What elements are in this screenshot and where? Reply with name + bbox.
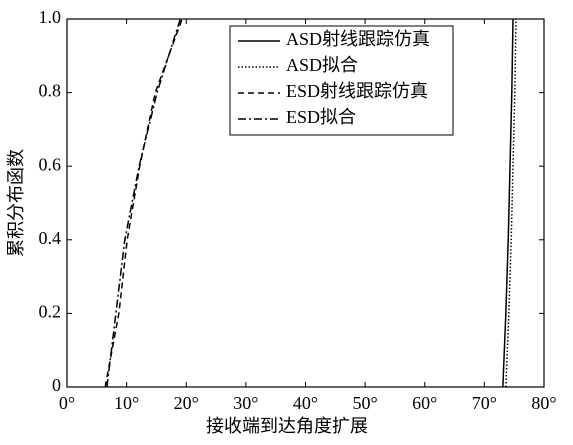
x-tick-label: 30° [233,393,258,413]
y-tick-label: 0.6 [39,154,62,174]
y-tick-label: 0.2 [39,302,62,322]
x-tick-label: 70° [472,393,497,413]
series-line [502,18,514,388]
legend-label: ESD射线跟踪仿真 [286,81,428,101]
series-line [505,18,517,388]
y-tick-label: 0 [52,375,61,395]
series-line [106,18,182,388]
x-tick-label: 10° [114,393,139,413]
y-tick-label: 0.4 [39,228,62,248]
x-tick-label: 20° [174,393,199,413]
y-axis-label: 累积分布函数 [6,149,26,257]
legend-label: ASD拟合 [286,55,358,75]
x-tick-label: 40° [293,393,318,413]
series-line [104,18,183,388]
x-tick-label: 60° [412,393,437,413]
legend-box [229,25,454,136]
x-tick-label: 0° [59,393,75,413]
x-tick-label: 50° [353,393,378,413]
y-tick-label: 0.8 [39,81,62,101]
legend-label: ESD拟合 [286,107,356,127]
x-tick-label: 80° [531,393,556,413]
legend-label: ASD射线跟踪仿真 [286,29,430,49]
y-tick-label: 1.0 [39,7,62,27]
x-axis-label: 接收端到达角度扩展 [206,416,368,436]
